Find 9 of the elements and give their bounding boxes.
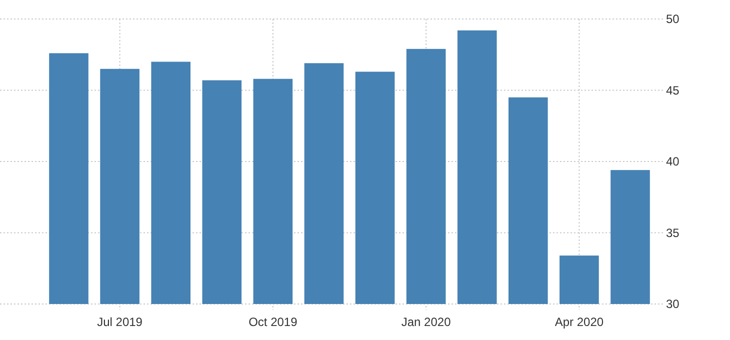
- y-tick-label: 50: [666, 12, 680, 26]
- y-tick-label: 30: [666, 297, 680, 312]
- x-tick-label: Apr 2020: [554, 315, 604, 329]
- x-tick-label: Jan 2020: [401, 315, 452, 329]
- x-tick-label: Jul 2019: [97, 315, 143, 329]
- y-tick-label: 40: [666, 154, 680, 169]
- x-tick-label: Oct 2019: [248, 315, 298, 329]
- y-tick-label: 35: [666, 226, 680, 240]
- y-tick-label: 45: [666, 83, 680, 98]
